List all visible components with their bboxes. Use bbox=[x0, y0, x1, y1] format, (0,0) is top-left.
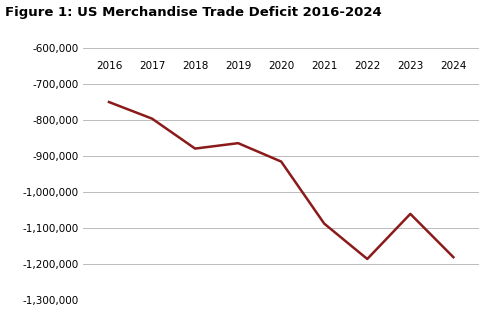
Text: Figure 1: US Merchandise Trade Deficit 2016-2024: Figure 1: US Merchandise Trade Deficit 2… bbox=[5, 6, 381, 19]
Text: 2021: 2021 bbox=[310, 61, 337, 71]
Text: 2022: 2022 bbox=[353, 61, 380, 71]
Text: 2018: 2018 bbox=[182, 61, 208, 71]
Text: 2020: 2020 bbox=[267, 61, 294, 71]
Text: 2017: 2017 bbox=[139, 61, 165, 71]
Text: 2019: 2019 bbox=[224, 61, 251, 71]
Text: 2023: 2023 bbox=[396, 61, 423, 71]
Text: 2016: 2016 bbox=[96, 61, 122, 71]
Text: 2024: 2024 bbox=[439, 61, 466, 71]
